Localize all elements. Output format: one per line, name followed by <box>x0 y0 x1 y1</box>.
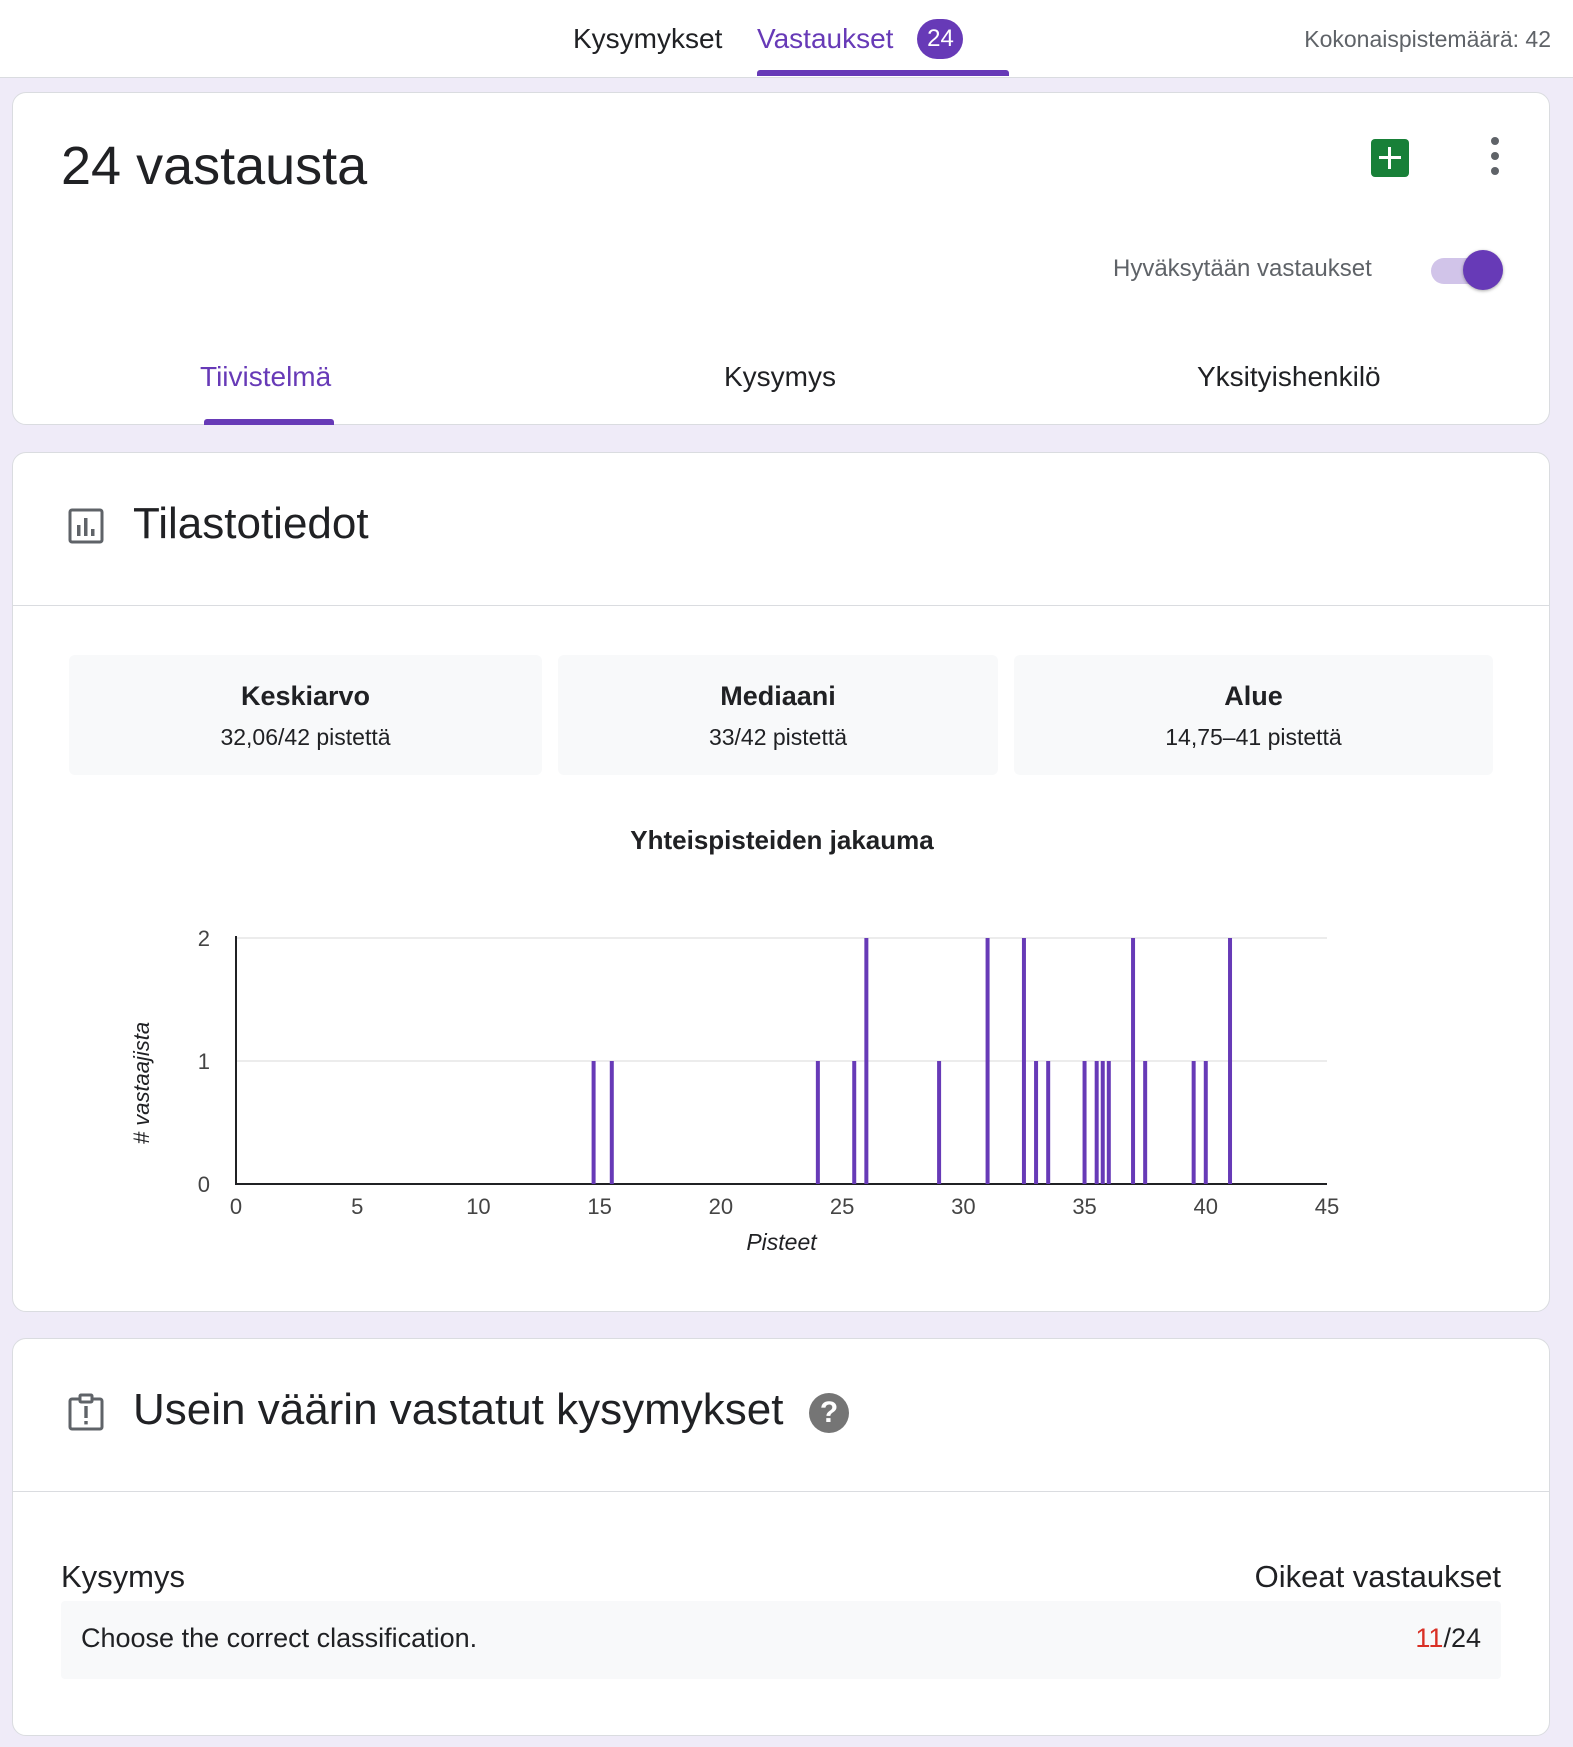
x-axis-label: Pisteet <box>746 1229 818 1255</box>
tab-questions-label: Kysymykset <box>573 23 723 54</box>
top-bar: Kysymykset Vastaukset 24 Kokonaispistemä… <box>0 0 1573 78</box>
chart-bar <box>1046 1061 1051 1184</box>
frequently-missed-divider <box>13 1491 1549 1492</box>
stat-mean-name: Keskiarvo <box>240 681 371 711</box>
statistics-title: Tilastotiedot <box>133 499 369 548</box>
stat-range-value: 14,75–41 pistettä <box>1165 724 1342 750</box>
correct-count-total: /24 <box>1443 1623 1481 1653</box>
active-tab-indicator <box>757 70 1009 76</box>
stat-mean: Keskiarvo 32,06/42 pistettä <box>69 655 542 775</box>
tab-questions[interactable]: Kysymykset <box>573 0 722 78</box>
tab-responses-label: Vastaukset <box>757 23 894 54</box>
total-points-label: Kokonaispistemäärä: 42 <box>1304 25 1551 52</box>
statistics-divider <box>13 605 1549 606</box>
chart-bar <box>1034 1061 1039 1184</box>
x-tick-label: 20 <box>709 1194 733 1219</box>
y-axis-label: # vastaajista <box>129 1022 154 1144</box>
x-tick-label: 35 <box>1072 1194 1096 1219</box>
x-tick-label: 0 <box>230 1194 242 1219</box>
chart-bar <box>1131 938 1136 1184</box>
tab-summary[interactable]: Tiivistelmä <box>200 361 332 392</box>
tab-question[interactable]: Kysymys <box>724 361 836 392</box>
accepting-responses-label: Hyväksytään vastaukset <box>1113 255 1372 282</box>
stat-median: Mediaani 33/42 pistettä <box>558 655 998 775</box>
stat-median-name: Mediaani <box>720 681 836 711</box>
chart-bar <box>864 938 869 1184</box>
y-tick-label: 2 <box>198 926 210 951</box>
chart-bar <box>852 1061 857 1184</box>
chart-bar <box>1191 1061 1196 1184</box>
summary-tab-indicator <box>204 419 334 425</box>
chart-bar <box>1021 938 1026 1184</box>
more-options-icon[interactable] <box>1480 137 1510 177</box>
chart-bar <box>1203 1061 1208 1184</box>
chart-bar <box>1082 1061 1087 1184</box>
frequently-missed-title: Usein väärin vastatut kysymykset <box>133 1385 784 1434</box>
x-tick-label: 45 <box>1315 1194 1339 1219</box>
stat-range: Alue 14,75–41 pistettä <box>1014 655 1493 775</box>
chart-bar <box>591 1061 596 1184</box>
y-tick-label: 0 <box>198 1172 210 1197</box>
chart-bar <box>609 1061 614 1184</box>
statistics-card: Tilastotiedot Keskiarvo 32,06/42 pistett… <box>12 452 1550 1312</box>
responses-count-badge: 24 <box>917 19 964 59</box>
accepting-responses-toggle[interactable] <box>1429 248 1505 292</box>
x-tick-label: 10 <box>466 1194 490 1219</box>
correct-count-value: 11 <box>1415 1623 1444 1653</box>
x-tick-label: 30 <box>951 1194 975 1219</box>
chart-bar <box>1100 1061 1105 1184</box>
column-correct-header: Oikeat vastaukset <box>1254 1559 1501 1594</box>
chart-bar <box>937 1061 942 1184</box>
sheets-icon[interactable] <box>1371 139 1409 177</box>
chart-bar <box>1143 1061 1148 1184</box>
clipboard-alert-icon <box>68 1393 104 1431</box>
chart-bar <box>815 1061 820 1184</box>
correct-count: 11/24 <box>1415 1623 1481 1654</box>
column-question-header: Kysymys <box>61 1559 185 1594</box>
chart-bar <box>1106 1061 1111 1184</box>
bar-chart-icon <box>68 508 104 544</box>
x-tick-label: 5 <box>351 1194 363 1219</box>
chart-bar <box>1228 938 1233 1184</box>
y-tick-label: 1 <box>198 1049 210 1074</box>
frequently-missed-card: Usein väärin vastatut kysymykset ? Kysym… <box>12 1338 1550 1736</box>
tab-individual[interactable]: Yksityishenkilö <box>1197 361 1381 392</box>
table-row[interactable]: Choose the correct classification. 11/24 <box>61 1601 1501 1679</box>
tab-responses[interactable]: Vastaukset 24 <box>757 0 964 78</box>
chart-bar <box>1094 1061 1099 1184</box>
responses-count-title: 24 vastausta <box>61 136 368 196</box>
help-icon[interactable]: ? <box>809 1393 849 1433</box>
x-tick-label: 40 <box>1194 1194 1218 1219</box>
toggle-knob <box>1463 250 1503 290</box>
question-text: Choose the correct classification. <box>81 1623 478 1653</box>
x-tick-label: 15 <box>587 1194 611 1219</box>
responses-summary-card: 24 vastausta Hyväksytään vastaukset Tiiv… <box>12 92 1550 425</box>
stat-mean-value: 32,06/42 pistettä <box>220 724 391 750</box>
stat-range-name: Alue <box>1224 681 1283 711</box>
stat-median-value: 33/42 pistettä <box>708 724 848 750</box>
chart-bar <box>985 938 990 1184</box>
chart-title: Yhteispisteiden jakauma <box>630 825 934 855</box>
x-tick-label: 25 <box>830 1194 854 1219</box>
